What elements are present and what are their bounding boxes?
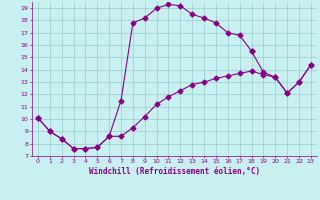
X-axis label: Windchill (Refroidissement éolien,°C): Windchill (Refroidissement éolien,°C) bbox=[89, 167, 260, 176]
